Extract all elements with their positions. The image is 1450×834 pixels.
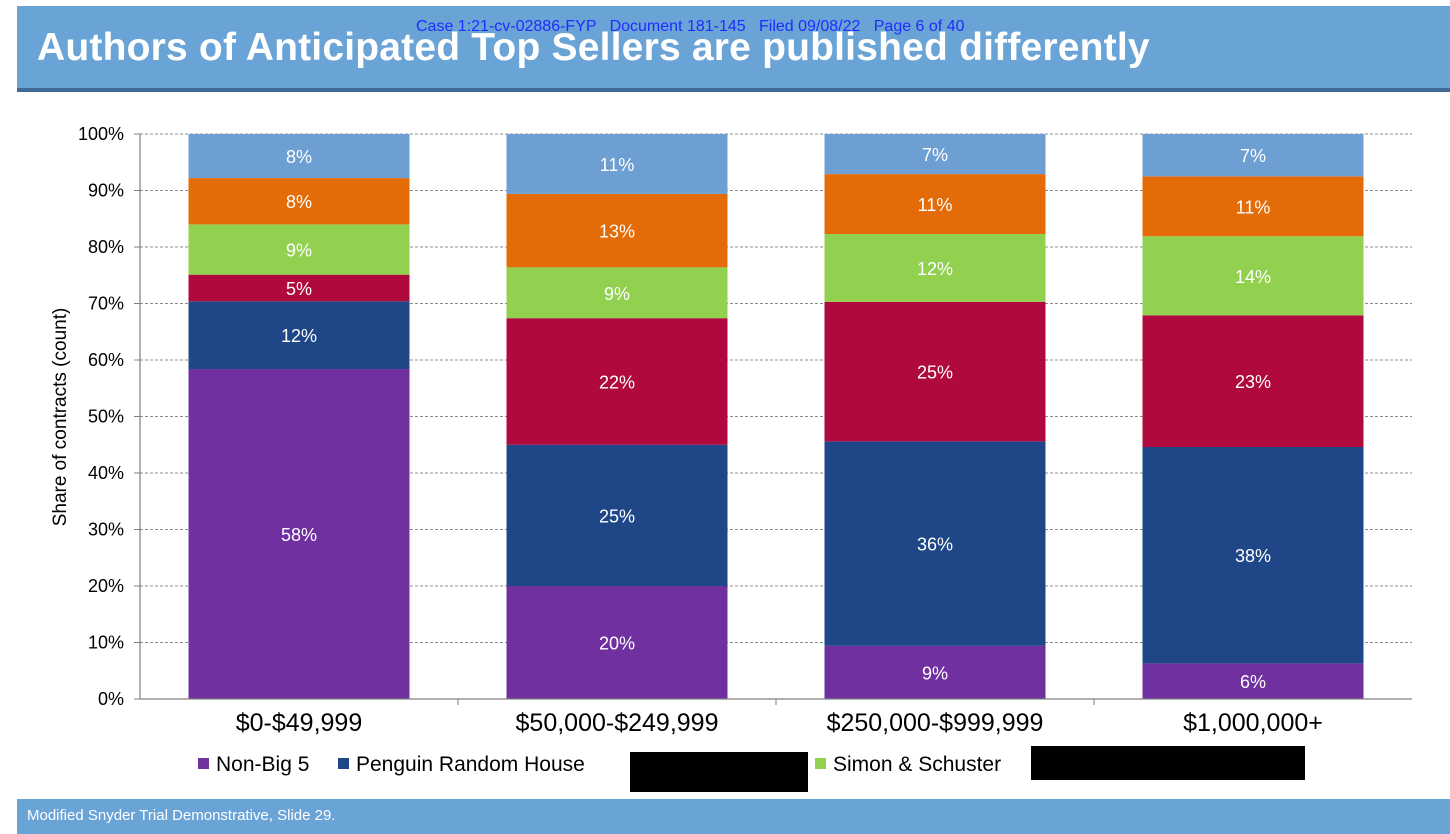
y-tick-label: 60% bbox=[88, 350, 124, 370]
footer-bar: Modified Snyder Trial Demonstrative, Sli… bbox=[17, 799, 1450, 834]
bar-segment bbox=[824, 645, 1046, 699]
bar-segment bbox=[506, 444, 728, 586]
y-axis-label: Share of contracts (count) bbox=[50, 308, 71, 527]
data-label: 13% bbox=[599, 222, 635, 242]
bar-segment bbox=[188, 224, 410, 275]
bar-segment bbox=[506, 134, 728, 194]
data-label: 9% bbox=[922, 663, 948, 683]
legend: Non-Big 5 Penguin Random House Simon & Sch… bbox=[198, 746, 1305, 792]
bar-segment bbox=[1142, 663, 1364, 699]
legend-label: Penguin Random House bbox=[356, 753, 585, 776]
stacked-bar-chart: 0% 10% 20% 30% 40% 50% 60% 70% 80% 90% 100% 58% 12%… bbox=[50, 124, 1412, 792]
bar-segment bbox=[1142, 236, 1364, 316]
case-header-stamp: Case 1:21-cv-02886-FYP Document 181-145 … bbox=[416, 18, 965, 35]
bar-segment bbox=[824, 174, 1046, 235]
x-axis-ticks: $0-$49,999 $50,000-$249,999 $250,000-$999,… bbox=[236, 699, 1323, 737]
data-label: 58% bbox=[281, 525, 317, 545]
bar-segment bbox=[506, 193, 728, 268]
y-tick-label: 10% bbox=[88, 633, 124, 653]
bar-segment bbox=[188, 274, 410, 302]
data-label: 11% bbox=[600, 155, 635, 175]
bar-segment bbox=[188, 301, 410, 370]
data-label: 11% bbox=[1236, 197, 1271, 217]
bar-segment bbox=[188, 134, 410, 179]
data-label: 8% bbox=[286, 147, 312, 167]
x-tick-label: $1,000,000+ bbox=[1183, 709, 1323, 737]
bar-segment bbox=[1142, 315, 1364, 448]
y-tick-label: 30% bbox=[88, 520, 124, 540]
legend-swatch bbox=[815, 758, 826, 769]
legend-label: Simon & Schuster bbox=[833, 753, 1001, 776]
y-tick-label: 50% bbox=[88, 407, 124, 427]
y-tick-label: 0% bbox=[98, 689, 124, 709]
bar-segment bbox=[1142, 447, 1364, 664]
slide-title: Authors of Anticipated Top Sellers are p… bbox=[37, 26, 1150, 69]
bars: 58% 12% 5% 9% 8% 8% 20% 25% 22% 9% 13% 11% 9% 36% 25% 1… bbox=[188, 134, 1364, 699]
legend-swatch bbox=[198, 758, 209, 769]
bar-segment bbox=[506, 318, 728, 445]
data-label: 25% bbox=[599, 506, 635, 526]
data-label: 6% bbox=[1240, 672, 1266, 692]
data-label: 5% bbox=[286, 279, 312, 299]
y-tick-label: 40% bbox=[88, 463, 124, 483]
data-label: 25% bbox=[917, 363, 953, 383]
y-axis-ticks: 0% 10% 20% 30% 40% 50% 60% 70% 80% 90% 100% bbox=[78, 124, 140, 709]
x-tick-label: $0-$49,999 bbox=[236, 709, 363, 737]
legend-swatch bbox=[338, 758, 349, 769]
data-label: 11% bbox=[918, 195, 953, 215]
x-tick-label: $250,000-$999,999 bbox=[827, 709, 1044, 737]
title-bar: Authors of Anticipated Top Sellers are p… bbox=[17, 6, 1450, 92]
y-tick-label: 80% bbox=[88, 237, 124, 257]
bar-segment bbox=[824, 441, 1046, 646]
legend-label: Non-Big 5 bbox=[216, 753, 309, 776]
data-label: 38% bbox=[1235, 546, 1271, 566]
data-label: 7% bbox=[922, 145, 948, 165]
x-tick-label: $50,000-$249,999 bbox=[516, 709, 719, 737]
bar-segment bbox=[188, 178, 410, 225]
bar-segment bbox=[506, 267, 728, 319]
data-label: 23% bbox=[1235, 372, 1271, 392]
data-label: 12% bbox=[281, 326, 317, 346]
data-label: 9% bbox=[604, 284, 630, 304]
bar-segment bbox=[188, 369, 410, 699]
data-label: 9% bbox=[286, 241, 312, 261]
y-tick-label: 90% bbox=[88, 181, 124, 201]
data-label: 8% bbox=[286, 192, 312, 212]
bar-segment bbox=[824, 234, 1046, 302]
bar-segment bbox=[824, 301, 1046, 442]
data-label: 36% bbox=[917, 535, 953, 555]
legend-redaction bbox=[1031, 746, 1305, 780]
data-label: 12% bbox=[917, 259, 953, 279]
legend-redaction bbox=[630, 752, 808, 792]
data-label: 22% bbox=[599, 372, 635, 392]
data-label: 7% bbox=[1240, 146, 1266, 166]
bar-segment bbox=[1142, 134, 1364, 177]
data-label: 20% bbox=[599, 634, 635, 654]
y-tick-label: 70% bbox=[88, 294, 124, 314]
data-label: 14% bbox=[1235, 267, 1271, 287]
bar-segment bbox=[824, 134, 1046, 175]
bar-segment bbox=[1142, 176, 1364, 237]
y-tick-label: 100% bbox=[78, 124, 124, 144]
y-tick-label: 20% bbox=[88, 576, 124, 596]
footer-text: Modified Snyder Trial Demonstrative, Sli… bbox=[27, 807, 336, 824]
bar-segment bbox=[506, 586, 728, 699]
